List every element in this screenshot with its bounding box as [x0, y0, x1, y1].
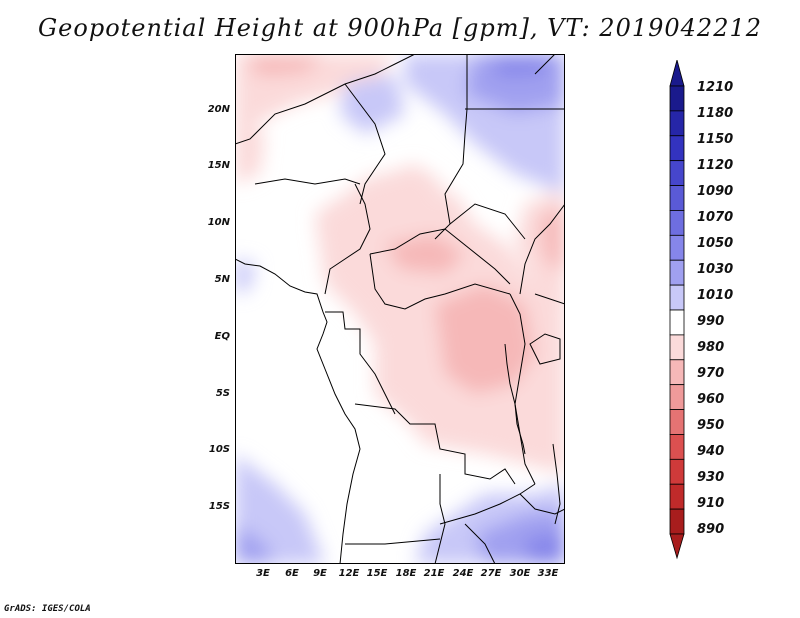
- lat-label: EQ: [214, 331, 230, 342]
- border-mozambique: [519, 493, 565, 515]
- colorbar-swatch: [669, 185, 685, 211]
- border-zambia-south: [439, 483, 536, 525]
- border-lake-tanganyika: [509, 383, 526, 455]
- lon-label: 24E: [452, 568, 474, 579]
- border-great-lakes: [504, 343, 511, 385]
- colorbar-label: 930: [697, 470, 725, 485]
- shade-congo-core: [435, 284, 535, 394]
- colorbar-swatch: [669, 160, 685, 186]
- border-angola-zambia: [434, 474, 446, 564]
- map-frame: [235, 54, 565, 564]
- shade-southeast-peak: [525, 532, 565, 564]
- coastline-west-africa: [235, 258, 361, 564]
- lon-label: 33E: [537, 568, 559, 579]
- lon-label: 27E: [480, 568, 502, 579]
- chart-title: Geopotential Height at 900hPa [gpm], VT:…: [38, 14, 762, 42]
- colorbar-label: 980: [697, 340, 725, 355]
- colorbar-label: 990: [697, 314, 725, 329]
- border-uganda-kenya: [534, 293, 565, 305]
- border-red-sea-coast: [534, 54, 556, 75]
- colorbar-swatch: [669, 483, 685, 510]
- lon-label: 12E: [338, 568, 360, 579]
- colorbar-label: 940: [697, 444, 725, 459]
- colorbar-label: 1070: [697, 210, 734, 225]
- lon-label: 30E: [509, 568, 531, 579]
- colorbar-swatch: [669, 434, 685, 460]
- border-niger-nigeria: [254, 178, 361, 185]
- border-gabon-congo: [325, 311, 396, 415]
- border-south-sudan: [449, 203, 526, 240]
- colorbar-swatch: [669, 359, 685, 386]
- lat-label: 15S: [208, 501, 230, 512]
- map-plot-area: [235, 54, 565, 564]
- lon-label: 15E: [366, 568, 388, 579]
- colorbar-swatch: [669, 384, 685, 410]
- colorbar-label: 960: [697, 392, 725, 407]
- border-namibia: [345, 538, 441, 545]
- colorbar-label: 1050: [697, 236, 734, 251]
- colorbar-swatch: [669, 210, 685, 236]
- colorbar-label: 910: [697, 496, 725, 511]
- lon-label: 9E: [313, 568, 327, 579]
- shade-car-core: [385, 234, 465, 274]
- lat-label: 20N: [207, 104, 230, 115]
- border-drc-angola: [354, 403, 516, 485]
- colorbar-top-arrow: [669, 60, 685, 87]
- border-drc-east: [509, 293, 536, 485]
- colorbar-label: 1180: [697, 106, 734, 121]
- border-sudan-ethiopia: [519, 203, 565, 295]
- grads-credit: GrADS: IGES/COLA: [4, 604, 91, 614]
- lat-label: 10S: [208, 444, 230, 455]
- lat-label: 15N: [207, 160, 230, 171]
- lat-label: 5N: [214, 274, 230, 285]
- border-nw: [235, 54, 416, 145]
- shade-gulf-guinea-high: [235, 259, 255, 294]
- shade-angola-core: [235, 524, 275, 564]
- colorbar-label: 1210: [697, 80, 734, 95]
- lon-label: 3E: [256, 568, 270, 579]
- colorbar-label: 1030: [697, 262, 734, 277]
- colorbar-swatch: [669, 508, 685, 535]
- colorbar-swatch: [669, 110, 685, 137]
- border-chad-north: [344, 83, 386, 205]
- colorbar-swatch: [669, 409, 685, 435]
- colorbar-swatch: [669, 458, 685, 485]
- lat-label: 5S: [215, 388, 230, 399]
- colorbar-swatch: [669, 135, 685, 162]
- colorbar-swatch: [669, 334, 685, 361]
- shade-west-sahara-core: [245, 54, 325, 76]
- lon-label: 6E: [285, 568, 299, 579]
- colorbar-label: 1090: [697, 184, 734, 199]
- border-lake-malawi: [552, 443, 561, 525]
- country-borders: [235, 54, 565, 564]
- colorbar-bottom-arrow: [669, 533, 685, 560]
- shade-north-high: [340, 74, 405, 134]
- border-nigeria-cameroon: [324, 183, 371, 295]
- colorbar-label: 890: [697, 522, 725, 537]
- colorbar-swatch: [669, 259, 685, 286]
- shade-sudan-low: [355, 164, 445, 204]
- border-car-south: [369, 253, 511, 310]
- lon-label: 21E: [423, 568, 445, 579]
- lon-label: 18E: [395, 568, 417, 579]
- colorbar-label: 1120: [697, 158, 734, 173]
- colorbar-label: 970: [697, 366, 725, 381]
- colorbar-swatch: [669, 284, 685, 311]
- lat-label: 10N: [207, 217, 230, 228]
- border-lake-victoria: [529, 333, 561, 365]
- colorbar-swatch: [669, 85, 685, 112]
- colorbar: [669, 60, 685, 560]
- shade-east-africa-core: [540, 204, 565, 274]
- colorbar-label: 950: [697, 418, 725, 433]
- shade-angola-high: [235, 454, 325, 564]
- colorbar-swatch: [669, 309, 685, 336]
- colorbar-label: 1150: [697, 132, 734, 147]
- border-car-north: [369, 228, 511, 285]
- border-zimbabwe: [464, 523, 496, 564]
- colorbar-label: 1010: [697, 288, 734, 303]
- colorbar-swatch: [669, 234, 685, 261]
